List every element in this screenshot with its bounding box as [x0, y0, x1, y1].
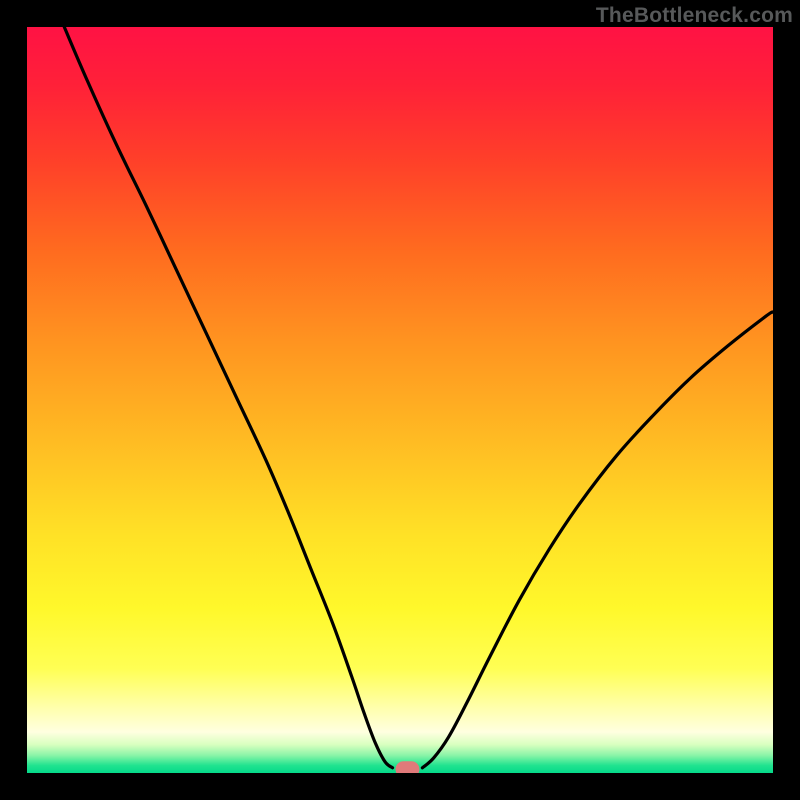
chart-background — [27, 27, 773, 773]
chart-frame: TheBottleneck.com — [0, 0, 800, 800]
optimal-marker — [395, 761, 419, 773]
bottleneck-chart — [27, 27, 773, 773]
watermark-text: TheBottleneck.com — [596, 4, 793, 28]
